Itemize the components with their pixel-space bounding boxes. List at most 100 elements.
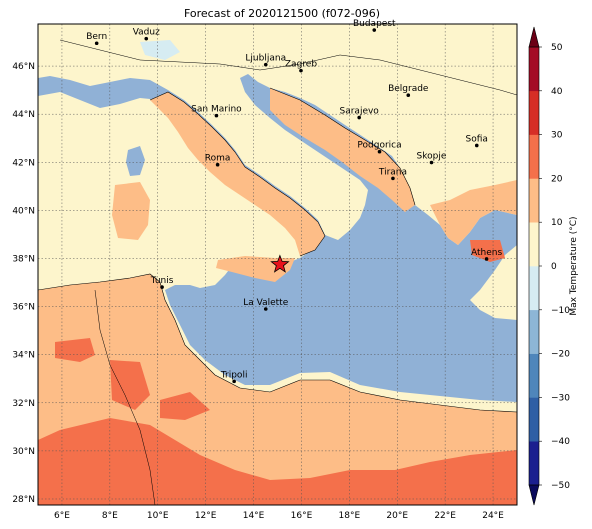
city-label: Tripoli [220,370,248,380]
city-label: Ljubljana [245,54,286,64]
y-tick-label: 44°N [12,110,35,120]
city-dot [263,62,268,67]
greece-warm-region [430,180,517,245]
city-label: Athens [471,248,502,258]
graticule [38,24,517,505]
colorbar-tick-label: −20 [551,350,570,360]
colorbar-band [529,222,539,267]
x-tick-label: 8°E [102,511,118,521]
x-tick-label: 12°E [195,511,217,521]
africa-hot-patch [160,392,210,420]
africa-hot-patch [55,338,95,362]
colorbar-band [529,134,539,179]
colorbar-tick-label: 20 [551,174,563,184]
colorbar-tick-label: 10 [551,218,563,228]
location-marker [270,254,290,273]
city-label: Bern [86,32,107,42]
star-marker [270,254,290,273]
city-dot [406,93,411,97]
city-dot [377,149,382,154]
city-label: Skopje [417,152,447,162]
city-label: Roma [205,154,231,164]
colorbar-band [529,353,539,398]
coastline [38,273,517,413]
city-dot [214,113,219,118]
city-dot [160,285,164,289]
city-label: Vaduz [133,28,160,38]
colorbar-tick-label: 50 [551,43,563,53]
y-axis: 28°N 30°N 32°N 34°N 36°N 38°N 40°N 42°N 44°N 46°N [12,62,35,505]
x-tick-label: 6°E [54,511,70,521]
colorbar-tick-label: −30 [551,393,570,403]
city-label: Tirana [378,167,407,177]
map-frame [37,23,518,506]
city-label: San Marino [191,105,242,115]
x-tick-label: 22°E [434,511,456,521]
x-tick-label: 14°E [243,511,265,521]
africa-hot-patch [110,360,150,410]
colorbar-tick-label: 0 [551,262,557,272]
coastline [269,87,416,206]
city-dot [429,160,434,165]
city-label: Budapest [353,19,396,29]
colorbar-tick-label: −10 [551,306,570,316]
mediterranean-sea [38,74,517,402]
cold-patch [140,40,180,60]
sardinia-island [112,182,150,240]
x-tick-label: 16°E [291,511,313,521]
city-label: Zagreb [285,60,317,70]
colorbar-band [529,178,539,223]
y-tick-label: 46°N [12,62,35,72]
city-dot [357,115,361,120]
y-tick-label: 32°N [12,399,35,409]
city-dot [232,379,236,384]
colorbar-extend-max [528,26,540,48]
x-axis: 6°E 8°E 10°E 12°E 14°E 16°E 18°E 20°E 22°E 24°E [54,511,504,521]
city-label: La Valette [243,298,288,308]
colorbar-tick-label: 40 [551,87,563,97]
city-label: Podgorica [357,141,401,151]
colorbar-tick-label: −40 [551,437,570,447]
city-label: Belgrade [388,84,429,94]
y-tick-label: 28°N [12,495,35,505]
colorbar-band [529,397,539,442]
italy-warm-coast [150,92,325,256]
city-dot [94,41,99,46]
city-dot [484,257,489,261]
city-dot [215,162,220,167]
y-tick-label: 40°N [12,206,35,216]
map-area [38,24,517,505]
city-dot [391,176,395,181]
y-tick-label: 34°N [12,351,35,361]
border [94,289,156,505]
figure-title: Forecast of 2020121500 (f072-096) [184,7,380,20]
colorbar-label: Max Temperature (°C) [569,216,579,315]
x-tick-label: 18°E [339,511,361,521]
colorbar-band [529,90,539,135]
colorbar-tick-label: −50 [551,481,570,491]
y-tick-label: 38°N [12,254,35,264]
city-dot [372,28,377,32]
coastline [149,91,326,257]
colorbar-band [529,441,539,486]
corsica-island [126,146,145,176]
x-tick-label: 24°E [482,511,504,521]
colorbar-band [529,47,539,92]
city-dot [263,307,268,311]
colorbar-extend-min [528,484,540,506]
y-tick-label: 30°N [12,447,35,457]
x-tick-label: 10°E [147,511,169,521]
colorbar-band [529,266,539,311]
border [59,39,517,96]
balkan-warm-coast [270,88,415,212]
colorbar-band [529,309,539,354]
city-dot [144,36,149,41]
x-tick-label: 20°E [386,511,408,521]
city-label: Sofia [466,134,488,144]
city-dot [474,143,479,148]
greece-hot-patch [470,240,505,262]
y-tick-label: 36°N [12,303,35,313]
